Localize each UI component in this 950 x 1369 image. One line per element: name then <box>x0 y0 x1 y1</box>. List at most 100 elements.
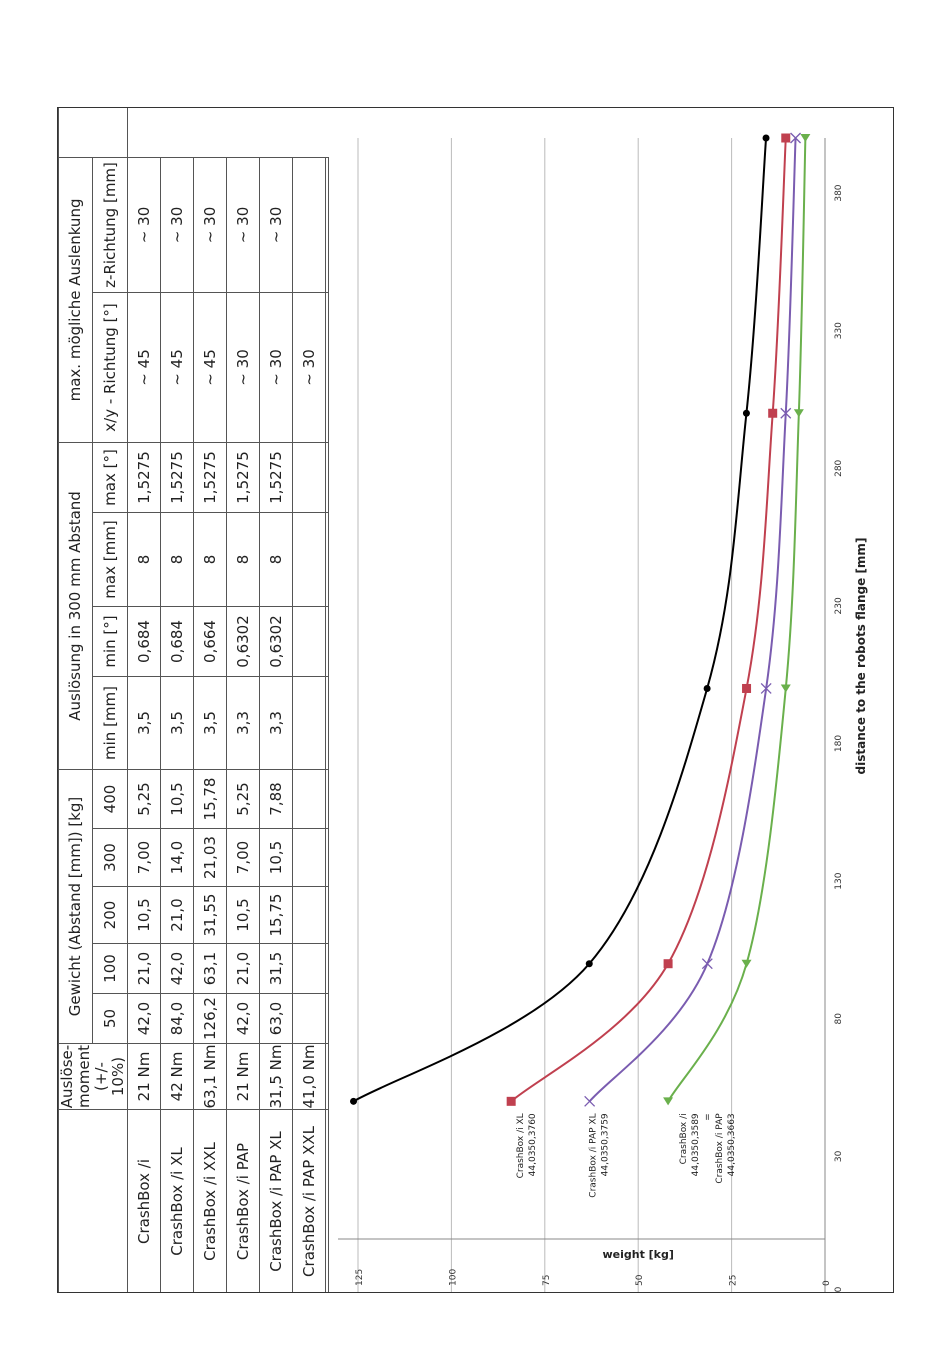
row-moment: 31,5 Nm <box>259 1043 293 1110</box>
row-moment: 41,0 Nm <box>292 1043 326 1110</box>
data-point-triangle <box>780 684 791 693</box>
row-weight-200: 21,0 <box>160 886 194 944</box>
row-weight-400 <box>292 769 326 829</box>
row-weight-200 <box>292 886 326 944</box>
row-trigger-1: 0,664 <box>193 606 227 677</box>
x-tick-label: 30 <box>834 1150 844 1162</box>
annotation-line: CrashBox /i <box>679 1113 689 1164</box>
row-trigger-3: 1,5275 <box>127 442 161 513</box>
data-point-triangle <box>800 134 811 142</box>
series-line <box>588 137 797 1102</box>
x-tick-label: 130 <box>834 872 844 889</box>
row-trigger-3: 1,5275 <box>226 442 260 513</box>
row-deflection-xy: ~ 45 <box>160 292 194 443</box>
header-empty <box>58 1109 128 1292</box>
row-trigger-2: 8 <box>226 512 260 607</box>
weight-col-200: 200 <box>92 886 128 944</box>
row-moment: 63,1 Nm <box>193 1043 227 1110</box>
row-trigger-0 <box>292 676 326 770</box>
annotation-line: CrashBox /i XL <box>516 1113 526 1178</box>
weight-col-50: 50 <box>92 993 128 1044</box>
deflection-col-z: z-Richtung [mm] <box>92 157 128 293</box>
data-point-x <box>760 683 772 694</box>
row-deflection-z: ~ 30 <box>160 157 194 293</box>
data-point-circle <box>742 409 750 417</box>
y-tick-label: 0 <box>822 1280 832 1286</box>
header-weight: Gewicht (Abstand [mm]) [kg] <box>58 769 93 1044</box>
data-point-square <box>781 133 791 143</box>
data-point-x-stroke <box>584 1095 596 1107</box>
row-deflection-xy: ~ 45 <box>193 292 227 443</box>
data-point-x-stroke <box>790 132 802 144</box>
row-name: CrashBox /i XXL <box>193 1109 227 1292</box>
row-trigger-0: 3,5 <box>160 676 194 770</box>
data-point-circle <box>585 960 593 968</box>
data-point-circle <box>703 684 711 692</box>
data-point-square <box>663 959 673 969</box>
weight-distance-chart: 0 25 50 75 100 125 -20 30 80 130 180 230 280 330 380 di… <box>303 108 893 1292</box>
table-row: CrashBox /i PAP XL 31,5 Nm 63,0 31,5 15,75 10… <box>259 108 293 1292</box>
data-point-x <box>701 958 713 970</box>
x-tick-label: 180 <box>834 735 844 752</box>
row-weight-300: 7,00 <box>127 828 161 887</box>
row-trigger-1: 0,684 <box>127 606 161 677</box>
header-moment: Auslöse- moment (+/- 10%) <box>58 1043 128 1110</box>
data-point-circle <box>350 1097 358 1105</box>
weight-col-300: 300 <box>92 828 128 887</box>
x-tick-label: 380 <box>834 184 844 201</box>
row-trigger-1 <box>292 606 326 677</box>
y-tick-label: 75 <box>542 1275 552 1286</box>
series-annotation: CrashBox /i 44,0350,3589 = CrashBox /i PAP 4… <box>679 1113 737 1184</box>
row-name: CrashBox /i XL <box>160 1109 194 1292</box>
row-weight-300: 14,0 <box>160 828 194 887</box>
row-name: CrashBox /i PAP <box>226 1109 260 1292</box>
annotation-line: 44,0350,3759 <box>601 1113 611 1176</box>
annotation-line: 44,0350,3760 <box>528 1113 538 1176</box>
data-point-triangle <box>793 409 804 418</box>
annotation-line: 44,0350,3589 <box>691 1113 701 1176</box>
row-weight-200: 10,5 <box>127 886 161 944</box>
data-point-triangle <box>663 1097 674 1106</box>
trigger-col-min-mm: min [mm] <box>92 676 128 770</box>
weight-col-400: 400 <box>92 769 128 829</box>
x-tick-label: 330 <box>834 322 844 339</box>
row-trigger-1: 0,6302 <box>259 606 293 677</box>
row-trigger-2: 8 <box>160 512 194 607</box>
annotation-line: = <box>703 1113 713 1121</box>
row-trigger-3: 1,5275 <box>160 442 194 513</box>
row-trigger-1: 0,684 <box>160 606 194 677</box>
row-weight-50: 42,0 <box>226 993 260 1044</box>
row-weight-100: 31,5 <box>259 943 293 994</box>
trigger-col-min-deg: min [°] <box>92 606 128 677</box>
row-trigger-3 <box>292 442 326 513</box>
header-trigger: Auslösung in 300 mm Abstand <box>58 442 93 770</box>
row-trigger-0: 3,3 <box>226 676 260 770</box>
data-point-x-stroke <box>701 958 713 970</box>
header-moment-line2: moment <box>75 1044 93 1109</box>
row-trigger-0: 3,5 <box>127 676 161 770</box>
row-weight-50 <box>292 993 326 1044</box>
data-point-x-stroke <box>760 683 772 694</box>
row-trigger-2: 8 <box>259 512 293 607</box>
row-weight-200: 10,5 <box>226 886 260 944</box>
data-point-triangle <box>741 959 752 968</box>
data-point-x <box>584 1095 596 1107</box>
data-point-x <box>780 407 792 419</box>
x-tick-label: 230 <box>834 597 844 614</box>
row-deflection-z <box>292 157 326 293</box>
table-row: CrashBox /i PAP 21 Nm 42,0 21,0 10,5 7,00 5,25… <box>226 108 260 1292</box>
series-line <box>510 137 787 1103</box>
row-deflection-z: ~ 30 <box>259 157 293 293</box>
row-weight-100: 42,0 <box>160 943 194 994</box>
header-deflection: max. mögliche Auslenkung <box>58 157 93 443</box>
row-weight-300 <box>292 828 326 887</box>
row-trigger-3: 1,5275 <box>193 442 227 513</box>
row-weight-50: 63,0 <box>259 993 293 1044</box>
series-line <box>353 137 768 1103</box>
row-trigger-2: 8 <box>127 512 161 607</box>
data-point-x <box>790 132 802 144</box>
row-weight-400: 7,88 <box>259 769 293 829</box>
blank-column <box>58 108 128 158</box>
row-trigger-2: 8 <box>193 512 227 607</box>
row-weight-200: 31,55 <box>193 886 227 944</box>
